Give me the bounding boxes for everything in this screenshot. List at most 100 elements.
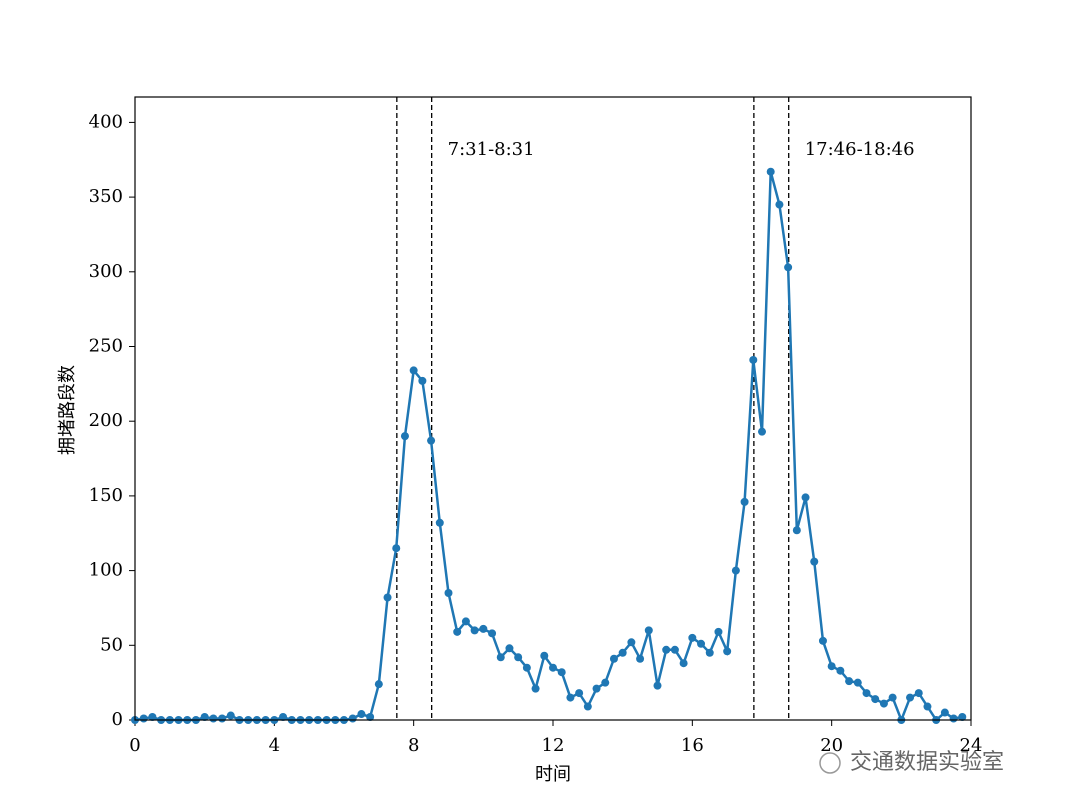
x-tick-label: 24 (960, 735, 983, 756)
data-point (670, 645, 679, 654)
y-tick-label: 400 (89, 111, 123, 132)
data-point (775, 200, 784, 209)
data-point (740, 497, 749, 506)
data-point (200, 713, 209, 722)
data-point (139, 714, 148, 723)
y-tick-label: 0 (112, 709, 123, 730)
data-point (522, 663, 531, 672)
y-tick-label: 350 (89, 186, 123, 207)
data-point (723, 647, 732, 656)
data-point (374, 680, 383, 689)
data-point (749, 355, 758, 364)
annotation: 7:31-8:31 (448, 139, 535, 160)
data-point (540, 651, 549, 660)
data-point (958, 713, 967, 722)
data-point (714, 627, 723, 636)
data-point (949, 714, 958, 723)
data-point (705, 648, 714, 657)
x-tick-label: 8 (408, 735, 419, 756)
data-point (845, 677, 854, 686)
data-line (134, 171, 963, 724)
data-point (810, 557, 819, 566)
data-point (766, 167, 775, 176)
data-point (801, 493, 810, 502)
x-axis-label: 时间 (535, 764, 571, 785)
data-point (906, 693, 915, 702)
data-point (218, 714, 227, 723)
data-point (505, 644, 514, 653)
data-point (226, 711, 235, 720)
annotation: 17:46-18:46 (805, 139, 915, 160)
data-point (514, 653, 523, 662)
data-point (549, 663, 557, 672)
data-point (453, 627, 462, 636)
data-point (348, 714, 357, 723)
data-point (566, 693, 575, 702)
data-point (758, 427, 766, 436)
y-axis-label: 拥堵路段数 (57, 365, 78, 455)
x-tick-label: 20 (820, 735, 843, 756)
data-point (871, 695, 880, 704)
data-point (479, 624, 488, 633)
data-point (679, 659, 688, 668)
data-point (366, 713, 375, 722)
data-point (575, 689, 584, 698)
data-point (435, 518, 444, 527)
y-tick-label: 150 (89, 485, 123, 506)
x-tick-label: 16 (681, 735, 704, 756)
y-tick-label: 200 (89, 410, 123, 431)
data-point (383, 593, 392, 602)
data-point (792, 526, 801, 535)
data-point (627, 638, 636, 647)
data-point (392, 544, 401, 553)
data-point (279, 713, 288, 722)
data-point (444, 589, 453, 598)
data-point (653, 681, 662, 690)
data-point (531, 684, 540, 693)
data-point (644, 626, 653, 635)
data-point (827, 662, 836, 671)
data-point (636, 654, 645, 663)
data-point (731, 566, 740, 575)
data-point (488, 629, 497, 638)
data-point (609, 654, 618, 663)
data-point (496, 653, 505, 662)
x-tick-label: 0 (129, 735, 140, 756)
data-point (357, 710, 366, 719)
data-point (618, 648, 627, 657)
data-point (409, 366, 418, 375)
y-tick-label: 300 (89, 261, 123, 282)
data-point (784, 263, 793, 272)
watermark: 交通数据实验室 (850, 750, 1004, 775)
data-point (688, 633, 697, 642)
data-point (592, 684, 601, 693)
data-point (862, 689, 871, 698)
data-point (836, 666, 845, 675)
data-point (818, 636, 827, 645)
x-tick-label: 12 (542, 735, 565, 756)
data-point (583, 702, 592, 711)
data-point (601, 678, 610, 687)
watermark-icon (819, 752, 841, 774)
data-point (461, 617, 470, 626)
data-point (209, 714, 218, 723)
data-point (427, 436, 436, 445)
data-point (697, 639, 706, 648)
data-point (400, 432, 409, 441)
data-point (888, 693, 897, 702)
data-point (662, 645, 671, 654)
plot-frame (134, 96, 972, 721)
data-point (557, 668, 566, 677)
data-point (923, 702, 932, 711)
x-tick-label: 4 (269, 735, 280, 756)
data-point (418, 376, 427, 385)
data-point (914, 689, 923, 698)
data-point (148, 713, 157, 722)
data-point (853, 678, 862, 687)
y-tick-label: 50 (100, 634, 123, 655)
data-point (940, 708, 949, 717)
data-point (470, 626, 479, 635)
data-point (879, 699, 888, 708)
y-tick-label: 100 (89, 560, 123, 581)
